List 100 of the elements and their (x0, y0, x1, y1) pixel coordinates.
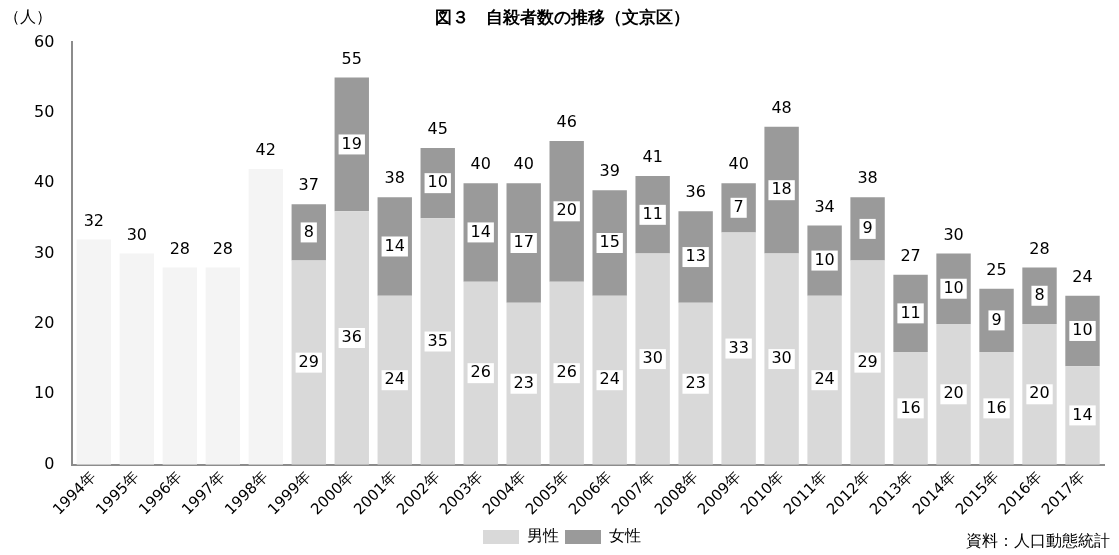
data-label: 10 (814, 249, 835, 269)
total-label: 32 (83, 210, 105, 230)
bar (334, 77, 369, 212)
data-label: 16 (900, 397, 921, 417)
y-tick-label: 30 (34, 242, 55, 262)
data-label: 10 (943, 277, 964, 297)
data-label: 18 (771, 179, 792, 199)
data-label: 8 (1034, 284, 1045, 304)
data-label: 20 (1029, 383, 1050, 403)
data-label: 14 (1072, 404, 1093, 424)
y-tick-label: 10 (34, 383, 55, 403)
y-tick-label: 50 (34, 101, 55, 121)
data-label: 7 (733, 196, 744, 216)
y-tick-label: 40 (34, 172, 55, 192)
data-label: 30 (771, 348, 792, 368)
bar (979, 352, 1014, 465)
bar (764, 126, 799, 254)
bar (248, 169, 283, 465)
data-label: 24 (599, 369, 620, 389)
bar (205, 267, 240, 465)
data-label: 14 (384, 235, 405, 255)
total-label: 28 (212, 238, 233, 258)
y-tick-label: 60 (34, 31, 55, 51)
y-axis-title: （人） (4, 7, 52, 27)
data-label: 33 (728, 337, 749, 357)
data-label: 17 (513, 232, 534, 252)
data-label: 26 (556, 362, 577, 382)
bar (592, 295, 627, 465)
bar (850, 197, 885, 261)
bar (721, 232, 756, 465)
bar (549, 281, 584, 465)
bar (119, 253, 155, 465)
bar (377, 295, 412, 465)
data-label: 10 (1072, 320, 1093, 340)
bar (162, 267, 198, 465)
data-label: 19 (341, 133, 362, 153)
data-label: 9 (862, 218, 873, 238)
bar (76, 239, 112, 465)
bar (936, 323, 971, 465)
data-label: 26 (470, 362, 491, 382)
data-label: 20 (943, 383, 964, 403)
data-label: 15 (599, 232, 620, 252)
bar (506, 302, 541, 465)
bar (1022, 323, 1057, 465)
total-label: 45 (427, 119, 448, 139)
y-tick-label: 0 (44, 453, 55, 473)
data-label: 11 (642, 203, 663, 223)
bar (807, 295, 842, 465)
total-label: 25 (986, 259, 1007, 279)
bar (420, 218, 455, 465)
bar (592, 190, 627, 296)
bar (635, 253, 670, 465)
text: 資料：人口動態統計 (966, 531, 1110, 551)
data-label: 30 (642, 348, 663, 368)
total-label: 36 (685, 182, 706, 202)
data-label: 10 (427, 172, 448, 192)
bar (463, 281, 498, 465)
total-label: 24 (1072, 266, 1093, 286)
bar (979, 288, 1014, 353)
bar (893, 352, 928, 465)
y-tick-label: 20 (34, 313, 55, 333)
total-label: 30 (943, 224, 964, 244)
total-label: 40 (513, 154, 534, 174)
total-label: 38 (384, 168, 405, 188)
bar (764, 253, 799, 465)
legend-label: 女性 (609, 526, 641, 546)
data-label: 36 (341, 327, 362, 347)
bar (291, 260, 326, 465)
total-label: 28 (1029, 238, 1050, 258)
bar (334, 211, 369, 465)
total-label: 48 (771, 98, 792, 118)
chart-title: 図３ 自殺者数の推移（文京区） (434, 6, 690, 27)
data-label: 35 (427, 330, 448, 350)
bar (678, 302, 713, 465)
data-label: 14 (470, 221, 491, 241)
total-label: 42 (255, 140, 276, 160)
data-label: 29 (298, 351, 319, 371)
total-label: 46 (556, 112, 577, 132)
total-label: 38 (857, 168, 878, 188)
data-label: 8 (303, 221, 314, 241)
data-label: 13 (685, 246, 706, 266)
bar (549, 140, 584, 282)
total-label: 34 (814, 196, 835, 216)
data-label: 29 (857, 351, 878, 371)
data-label: 9 (991, 309, 1002, 329)
total-label: 28 (169, 238, 190, 258)
total-label: 40 (470, 154, 491, 174)
bar (506, 183, 541, 303)
total-label: 37 (298, 175, 319, 195)
data-label: 23 (685, 372, 706, 392)
legend-label: 男性 (527, 526, 559, 546)
data-label: 24 (814, 369, 835, 389)
data-label: 23 (513, 372, 534, 392)
total-label: 39 (599, 161, 620, 181)
data-label: 20 (556, 200, 577, 220)
data-label: 24 (384, 369, 405, 389)
data-label: 11 (900, 302, 921, 322)
total-label: 41 (642, 147, 663, 167)
total-label: 55 (341, 48, 362, 68)
data-label: 16 (986, 397, 1007, 417)
